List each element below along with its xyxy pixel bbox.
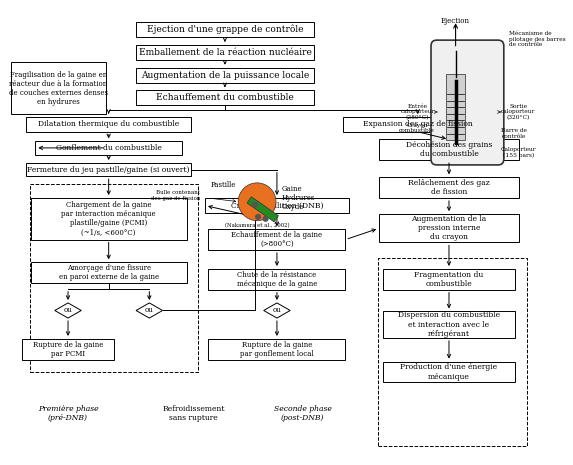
- FancyBboxPatch shape: [446, 74, 465, 140]
- Polygon shape: [55, 303, 81, 318]
- Text: ou: ou: [145, 306, 154, 314]
- FancyBboxPatch shape: [22, 339, 115, 359]
- FancyBboxPatch shape: [31, 198, 187, 239]
- FancyBboxPatch shape: [205, 198, 349, 213]
- Text: Production d'une énergie
mécanique: Production d'une énergie mécanique: [401, 363, 497, 380]
- Text: Caloporteur
(155 bars): Caloporteur (155 bars): [501, 147, 536, 158]
- Text: ou: ou: [64, 306, 72, 314]
- Text: Bulle contenant
des gaz de fission: Bulle contenant des gaz de fission: [151, 190, 201, 200]
- FancyBboxPatch shape: [383, 361, 515, 382]
- Text: Chargement de la gaine
par interaction mécanique
plastille/gaine (PCMI)
(~1/s, <: Chargement de la gaine par interaction m…: [61, 201, 156, 237]
- Polygon shape: [264, 303, 290, 318]
- Circle shape: [253, 202, 257, 207]
- FancyBboxPatch shape: [343, 117, 492, 132]
- FancyBboxPatch shape: [431, 40, 504, 165]
- FancyBboxPatch shape: [209, 229, 346, 250]
- Text: Crayon
combustible: Crayon combustible: [399, 123, 435, 133]
- Text: Première phase
(pré-DNB): Première phase (pré-DNB): [38, 405, 99, 422]
- FancyBboxPatch shape: [31, 262, 187, 283]
- Circle shape: [263, 216, 268, 221]
- Text: Décohésion des grains
du combustible: Décohésion des grains du combustible: [406, 141, 492, 159]
- Text: Fragilisation de la gaine en
réacteur due à la formation
de couches externes den: Fragilisation de la gaine en réacteur du…: [9, 71, 108, 106]
- Text: Chute de la résistance
mécanique de la gaine: Chute de la résistance mécanique de la g…: [237, 271, 317, 288]
- Circle shape: [238, 183, 276, 221]
- FancyBboxPatch shape: [136, 45, 314, 60]
- Text: Dilatation thermique du combustible: Dilatation thermique du combustible: [38, 120, 179, 128]
- Text: Ejection d'une grappe de contrôle: Ejection d'une grappe de contrôle: [147, 25, 303, 34]
- Text: Expansion des gaz de fission: Expansion des gaz de fission: [363, 120, 473, 128]
- FancyBboxPatch shape: [383, 312, 515, 338]
- Text: Amorçage d'une fissure
en paroi externe de la gaine: Amorçage d'une fissure en paroi externe …: [58, 264, 159, 281]
- Text: Entrée
caloporteur
(280°C): Entrée caloporteur (280°C): [401, 104, 435, 120]
- FancyBboxPatch shape: [209, 339, 346, 359]
- Polygon shape: [136, 303, 163, 318]
- Text: Hydrures: Hydrures: [282, 194, 315, 202]
- Text: Ejection: Ejection: [441, 18, 470, 26]
- Text: Sortie
caloporteur
(320°C): Sortie caloporteur (320°C): [501, 104, 535, 120]
- FancyBboxPatch shape: [136, 90, 314, 106]
- Text: Fragmentation du
combustible: Fragmentation du combustible: [414, 271, 484, 288]
- Text: Gaine: Gaine: [282, 185, 303, 193]
- Text: Gonflement du combustible: Gonflement du combustible: [56, 144, 162, 152]
- FancyBboxPatch shape: [26, 163, 191, 176]
- Text: Augmentation de la
pression interne
du crayon: Augmentation de la pression interne du c…: [411, 215, 486, 241]
- FancyBboxPatch shape: [379, 214, 519, 242]
- FancyBboxPatch shape: [26, 117, 191, 132]
- FancyBboxPatch shape: [36, 141, 182, 154]
- Text: Augmentation de la puissance locale: Augmentation de la puissance locale: [141, 71, 309, 80]
- Text: Oxyde: Oxyde: [282, 204, 304, 212]
- Text: Refroidissement
sans rupture: Refroidissement sans rupture: [163, 405, 225, 422]
- Polygon shape: [247, 197, 278, 222]
- FancyBboxPatch shape: [379, 140, 519, 160]
- Text: Rupture de la gaine
par gonflement local: Rupture de la gaine par gonflement local: [240, 341, 314, 358]
- FancyBboxPatch shape: [379, 177, 519, 198]
- FancyBboxPatch shape: [136, 22, 314, 37]
- FancyBboxPatch shape: [383, 269, 515, 290]
- FancyBboxPatch shape: [209, 269, 346, 290]
- Text: Barre de
contrôle: Barre de contrôle: [501, 128, 527, 139]
- Text: Mécanisme de
pilotage des barres
de contrôle: Mécanisme de pilotage des barres de cont…: [508, 31, 565, 47]
- Text: Fermeture du jeu pastille/gaine (si ouvert): Fermeture du jeu pastille/gaine (si ouve…: [28, 166, 190, 173]
- Text: Emballement de la réaction nucléaire: Emballement de la réaction nucléaire: [139, 48, 311, 57]
- Text: Rupture de la gaine
par PCMI: Rupture de la gaine par PCMI: [33, 341, 103, 358]
- Text: ou: ou: [273, 306, 281, 314]
- Text: Pastille: Pastille: [211, 181, 236, 189]
- Text: (Nakamura et al., 2002): (Nakamura et al., 2002): [225, 223, 289, 228]
- Text: Seconde phase
(post-DNB): Seconde phase (post-DNB): [273, 405, 331, 422]
- FancyBboxPatch shape: [11, 62, 106, 114]
- Text: Echauffement de la gaine
(>800°C): Echauffement de la gaine (>800°C): [231, 231, 323, 248]
- FancyBboxPatch shape: [136, 67, 314, 83]
- Text: Crise d'ébullition (DNB): Crise d'ébullition (DNB): [231, 201, 323, 210]
- Circle shape: [256, 214, 260, 219]
- Text: Echauffement du combustible: Echauffement du combustible: [156, 93, 294, 102]
- Text: Relâchement des gaz
de fission: Relâchement des gaz de fission: [408, 179, 490, 196]
- Text: Dispersion du combustible
et interaction avec le
réfrigérant: Dispersion du combustible et interaction…: [398, 312, 500, 338]
